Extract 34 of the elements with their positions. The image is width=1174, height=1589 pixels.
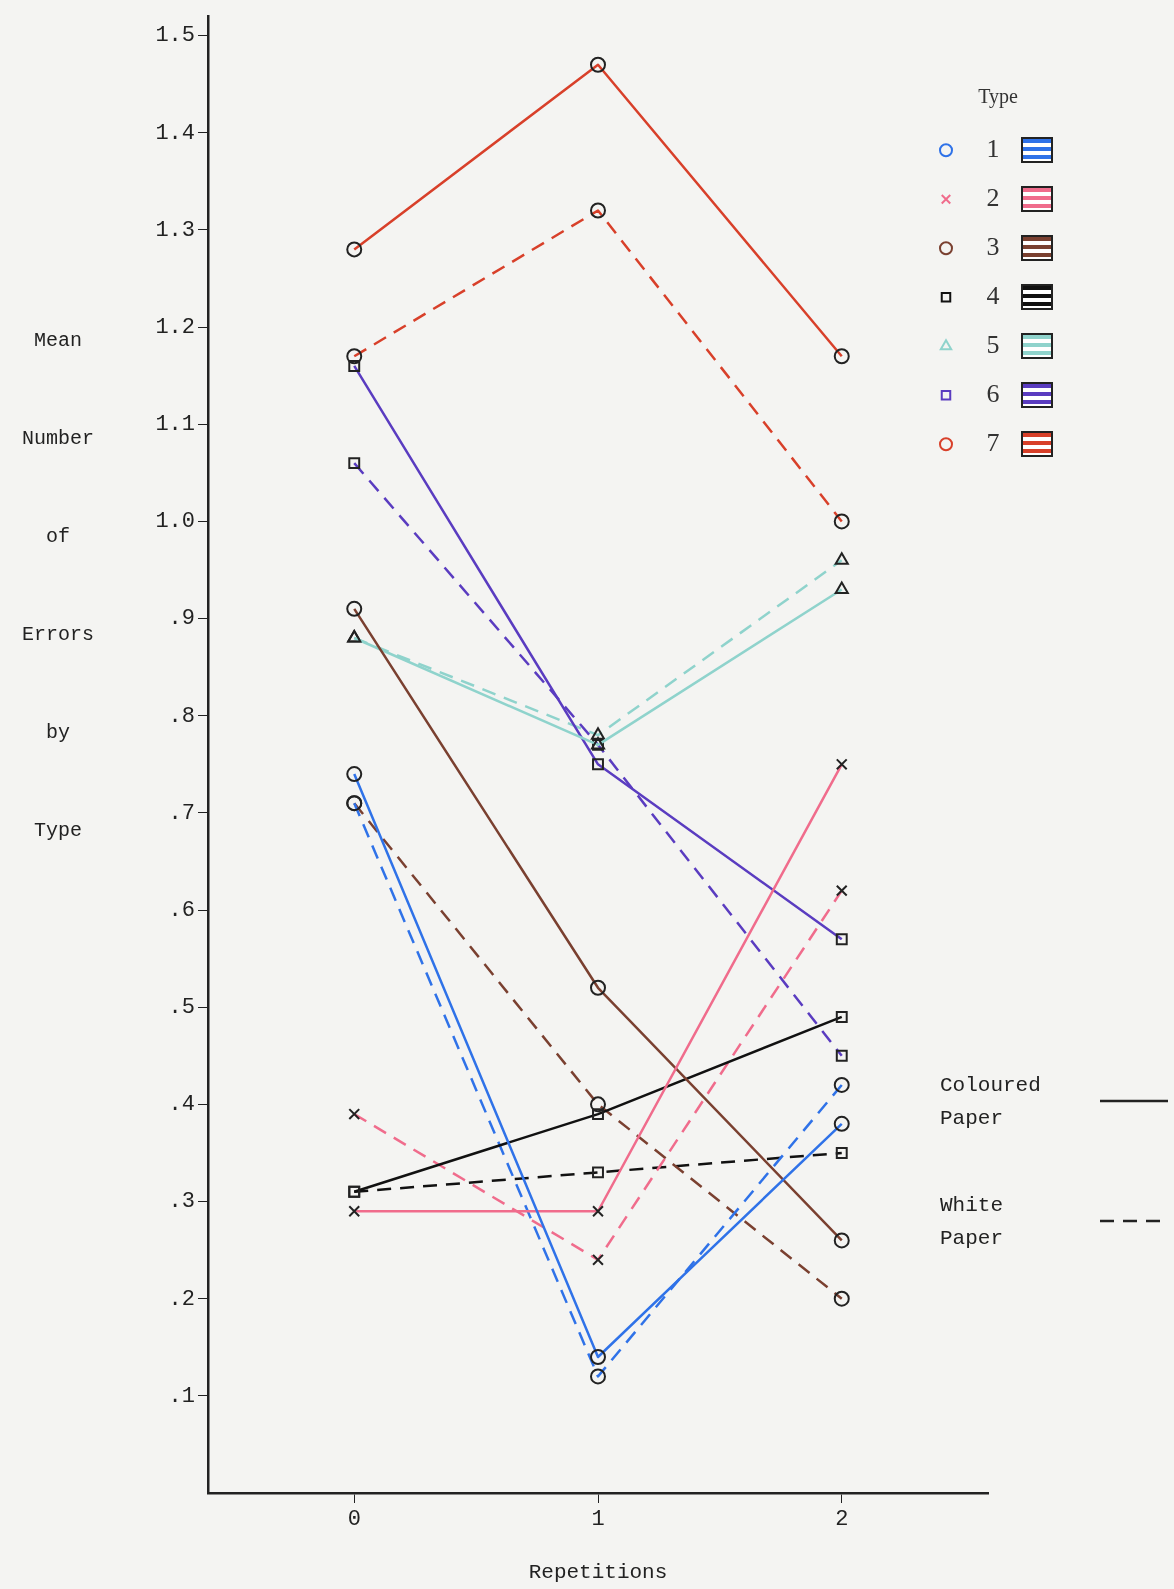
y-tick-label: .6 — [168, 897, 195, 923]
legend-label: 1 — [986, 134, 1000, 164]
x-axis-title: Repetitions — [528, 1560, 668, 1584]
legend-label: 2 — [986, 183, 1000, 213]
y-tick-label: .3 — [168, 1189, 195, 1215]
y-tick-label: .2 — [168, 1286, 195, 1312]
y-tick-label: 1.4 — [155, 120, 195, 146]
y-tick-label: 1.1 — [155, 412, 195, 438]
text: Mean Number of Errors by Type — [21, 329, 94, 842]
legend-title: Type — [978, 85, 1018, 109]
point — [592, 1166, 604, 1179]
annotation: Coloured Paper — [940, 1073, 1041, 1130]
y-tick-label: 1.3 — [155, 217, 195, 243]
y-tick-label: .5 — [168, 995, 195, 1021]
y-tick-label: 1.5 — [155, 23, 195, 49]
y-tick-label: .7 — [168, 800, 195, 826]
x-tick-label: 1 — [591, 1507, 605, 1533]
y-tick-label: .9 — [168, 606, 195, 632]
legend-label: 4 — [986, 281, 1000, 311]
point — [835, 1010, 848, 1023]
legend-label: 7 — [986, 428, 1000, 458]
legend-label: 3 — [986, 232, 1000, 262]
annotation: White Paper — [940, 1193, 1004, 1250]
point — [835, 1147, 848, 1159]
y-tick-label: 1.2 — [155, 314, 195, 340]
y-tick-label: .4 — [168, 1092, 195, 1118]
x-tick-label: 2 — [835, 1507, 849, 1533]
point — [592, 1108, 604, 1121]
y-tick-label: .8 — [168, 703, 195, 729]
legend-label: 5 — [986, 330, 1000, 360]
x-tick-label: 0 — [347, 1507, 361, 1533]
y-tick-label: 1.0 — [155, 509, 195, 535]
legend-label: 6 — [986, 379, 1000, 409]
y-tick-label: .1 — [168, 1383, 195, 1409]
